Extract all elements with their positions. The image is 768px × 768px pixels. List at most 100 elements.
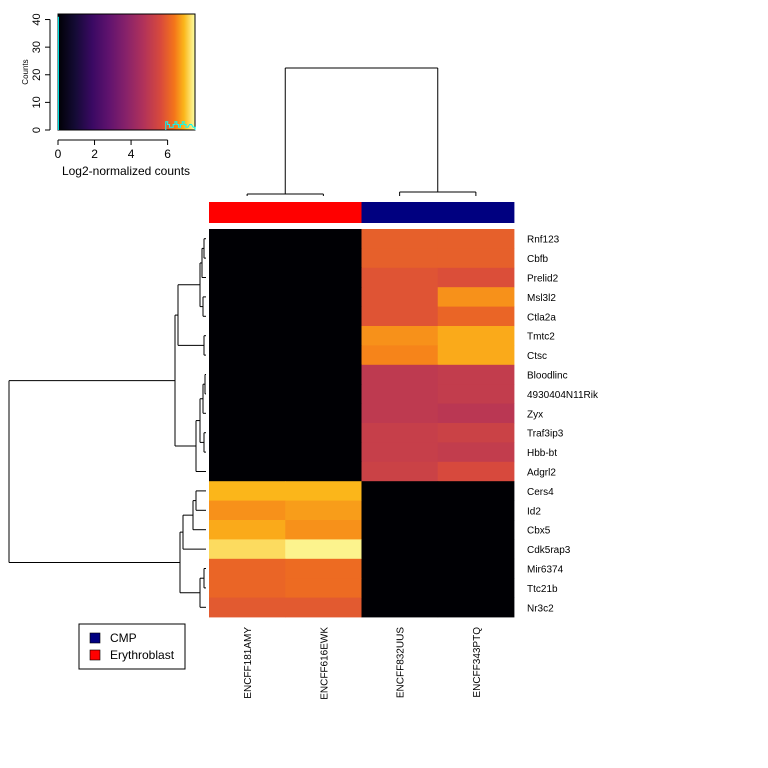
row-dendrogram xyxy=(8,238,206,608)
heatmap-cell xyxy=(209,442,286,463)
heatmap-cell xyxy=(209,248,286,269)
row-label: Ctsc xyxy=(527,351,547,362)
heatmap-cell xyxy=(437,461,515,482)
heatmap-cell xyxy=(437,306,515,327)
heatmap-cell xyxy=(285,442,362,463)
color-key-axes: 0 2 4 6 0 10 20 30 40 xyxy=(31,13,171,161)
column-group-bar xyxy=(209,202,515,223)
heatmap-cell xyxy=(361,597,439,618)
heatmap-cell xyxy=(361,442,439,463)
column-group-cell xyxy=(361,202,439,223)
heatmap-cell xyxy=(361,461,439,482)
color-key-x-tick-label: 0 xyxy=(55,147,62,161)
heatmap-cell xyxy=(285,481,362,501)
row-label: Cbx5 xyxy=(527,526,551,537)
heatmap-cell xyxy=(209,364,286,385)
row-label: Hbb-bt xyxy=(527,448,557,459)
heatmap-cell xyxy=(437,558,515,579)
heatmap-cell xyxy=(209,597,286,618)
heatmap-cell xyxy=(437,578,515,598)
color-key-x-tick-label: 6 xyxy=(164,147,171,161)
heatmap-cell xyxy=(285,520,362,540)
heatmap-cell xyxy=(209,345,286,366)
heatmap-cell xyxy=(437,345,515,366)
row-label: Bloodlinc xyxy=(527,371,568,382)
row-label: Adgrl2 xyxy=(527,468,556,479)
row-label: Cdk5rap3 xyxy=(527,545,571,556)
heatmap-cell xyxy=(209,520,286,540)
heatmap-cell xyxy=(437,481,515,501)
row-labels: Rnf123 Cbfb Prelid2 Msl3l2 Ctla2a Tmtc2 Ctsc Bl… xyxy=(527,235,599,615)
row-label: Msl3l2 xyxy=(527,293,556,304)
heatmap-cell xyxy=(285,558,362,579)
column-label: ENCFF832UUS xyxy=(396,627,407,698)
heatmap-cell xyxy=(437,267,515,288)
row-label: Cbfb xyxy=(527,254,549,265)
heatmap-cell xyxy=(361,326,439,346)
heatmap-cell xyxy=(209,267,286,288)
color-key-x-tick-label: 4 xyxy=(128,147,135,161)
row-label: Nr3c2 xyxy=(527,603,554,614)
column-group-cell xyxy=(285,202,362,223)
heatmap-cell xyxy=(285,597,362,618)
legend-box xyxy=(78,623,186,670)
color-key-y-tick-label: 20 xyxy=(31,69,43,81)
heatmap-cell xyxy=(361,306,439,327)
heatmap-cell xyxy=(437,403,515,424)
heatmap-cell xyxy=(209,500,286,521)
heatmap-cell xyxy=(437,229,515,249)
column-dendrogram xyxy=(246,67,477,196)
heatmap-cell xyxy=(209,578,286,598)
heatmap-cell xyxy=(209,306,286,327)
heatmap-cell xyxy=(285,461,362,482)
heatmap-cell xyxy=(361,403,439,424)
color-key-ylabel: Counts xyxy=(21,59,30,84)
heatmap-cell xyxy=(437,520,515,540)
heatmap-cell xyxy=(361,229,439,249)
heatmap-cell xyxy=(361,558,439,579)
heatmap-cell xyxy=(209,539,286,560)
color-key: 0 2 4 6 0 10 20 30 40 Log2-normalized counts Cou… xyxy=(21,13,196,178)
color-key-y-tick-label: 30 xyxy=(31,41,43,53)
row-label: Id2 xyxy=(527,506,541,517)
row-label: Prelid2 xyxy=(527,274,559,285)
color-key-x-tick-label: 2 xyxy=(91,147,98,161)
heatmap-cell xyxy=(437,442,515,463)
row-label: Ctla2a xyxy=(527,312,556,323)
heatmap-cell xyxy=(437,423,515,443)
heatmap-cell xyxy=(437,248,515,269)
heatmap-cell xyxy=(361,520,439,540)
heatmap-cell xyxy=(285,500,362,521)
heatmap-cell xyxy=(437,539,515,560)
column-label: ENCFF181AMY xyxy=(243,627,254,699)
heatmap-cell xyxy=(361,500,439,521)
row-label: Zyx xyxy=(527,409,543,420)
heatmap-cell xyxy=(437,500,515,521)
heatmap-cell xyxy=(437,597,515,618)
heatmap-cell xyxy=(361,578,439,598)
heatmap-cell xyxy=(285,345,362,366)
legend: CMP Erythroblast xyxy=(78,623,186,670)
color-key-histogram xyxy=(57,16,196,131)
column-labels: ENCFF181AMY ENCFF616EWK ENCFF832UUS ENCFF34… xyxy=(243,627,483,700)
heatmap-cell xyxy=(361,384,439,404)
legend-label-erythroblast: Erythroblast xyxy=(110,648,175,662)
color-key-y-tick-label: 40 xyxy=(31,13,43,25)
heatmap-cell xyxy=(285,539,362,560)
column-label: ENCFF343PTQ xyxy=(472,627,483,698)
heatmap-cell xyxy=(209,403,286,424)
row-label: Tmtc2 xyxy=(527,332,555,343)
heatmap-cell xyxy=(361,423,439,443)
color-key-y-tick-label: 0 xyxy=(31,127,43,133)
heatmap-cell xyxy=(285,248,362,269)
legend-label-cmp: CMP xyxy=(110,631,137,645)
heatmap-cell xyxy=(209,229,286,249)
heatmap-cell xyxy=(209,326,286,346)
heatmap-cell xyxy=(361,248,439,269)
color-key-gradient xyxy=(57,13,196,131)
heatmap-cell xyxy=(437,364,515,385)
heatmap-cell xyxy=(361,539,439,560)
heatmap-cell xyxy=(285,423,362,443)
column-group-cell xyxy=(437,202,515,223)
